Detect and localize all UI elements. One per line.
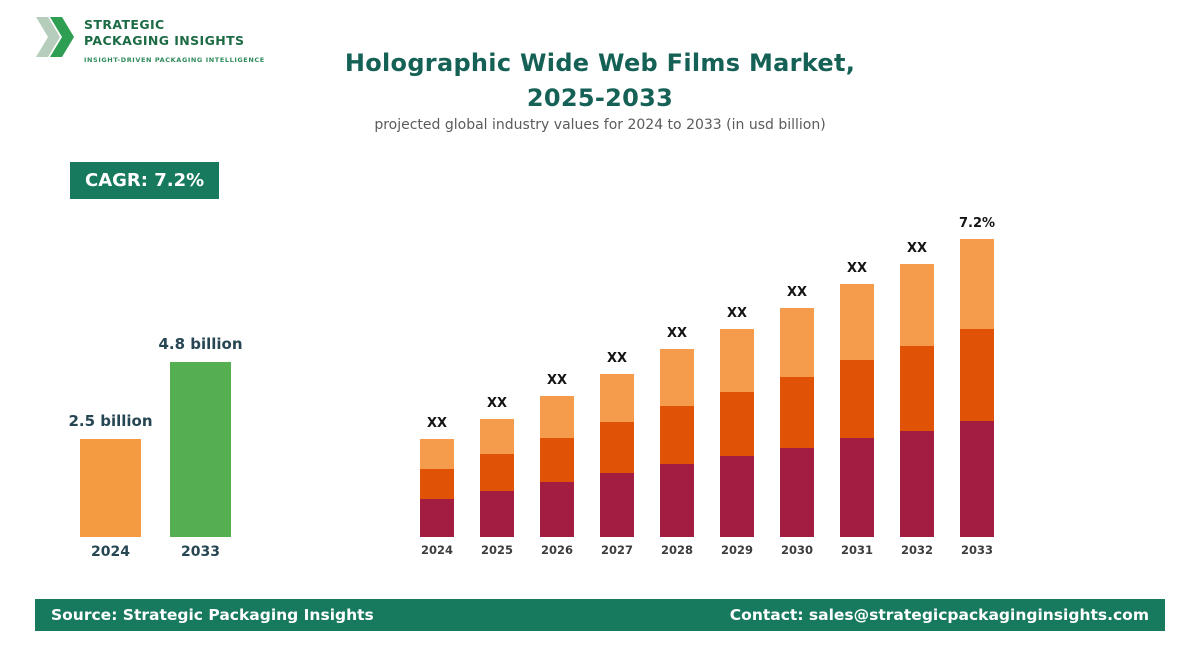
x-axis-label: 2026 bbox=[540, 543, 574, 557]
mini-bar-2024: 2.5 billion 2024 bbox=[68, 412, 152, 560]
bar-segment-top bbox=[660, 349, 694, 406]
mini-bar-2033: 4.8 billion 2033 bbox=[158, 335, 242, 560]
x-axis-label: 2031 bbox=[840, 543, 874, 557]
bar-segment-bottom bbox=[660, 464, 694, 537]
mini-bar-value: 2.5 billion bbox=[68, 412, 153, 430]
stacked-bar-2028: XX 2028 bbox=[660, 326, 694, 557]
mini-bar-value: 4.8 billion bbox=[158, 335, 243, 353]
stacked-bar-2029: XX 2029 bbox=[720, 306, 754, 557]
bar-segment-top bbox=[900, 264, 934, 346]
bar-segment-middle bbox=[780, 377, 814, 448]
x-axis-label: 2033 bbox=[960, 543, 994, 557]
bar-segment-middle bbox=[720, 392, 754, 456]
chart-title-line1: Holographic Wide Web Films Market, bbox=[344, 49, 856, 77]
stacked-bar-2027: XX 2027 bbox=[600, 351, 634, 557]
bar-value-label: XX bbox=[426, 416, 448, 431]
footer-source: Source: Strategic Packaging Insights bbox=[51, 606, 374, 624]
x-axis-label: 2025 bbox=[480, 543, 514, 557]
logo-line1: STRATEGIC bbox=[84, 17, 165, 32]
stacked-bar-2030: XX 2030 bbox=[780, 285, 814, 557]
bar-segment-bottom bbox=[600, 473, 634, 537]
bar-value-label: XX bbox=[846, 261, 868, 276]
stacked-bar-2032: XX 2032 bbox=[900, 241, 934, 557]
bar-value-label: XX bbox=[486, 396, 508, 411]
bar-segment-bottom bbox=[480, 491, 514, 537]
stacked-bar-2026: XX 2026 bbox=[540, 373, 574, 557]
bar-segment-bottom bbox=[960, 421, 994, 537]
bar-segment-bottom bbox=[720, 456, 754, 537]
cagr-badge: CAGR: 7.2% bbox=[70, 162, 220, 199]
bar-value-label: XX bbox=[606, 351, 628, 366]
bar-segment-middle bbox=[840, 360, 874, 438]
chart-title: Holographic Wide Web Films Market, 2025-… bbox=[0, 46, 1200, 116]
bar-segment-middle bbox=[600, 422, 634, 473]
bar-segment-top bbox=[780, 308, 814, 377]
bar-segment-middle bbox=[540, 438, 574, 482]
x-axis-label: 2029 bbox=[720, 543, 754, 557]
bar-segment-middle bbox=[960, 329, 994, 421]
x-axis-label: 2030 bbox=[780, 543, 814, 557]
bar-segment-top bbox=[600, 374, 634, 422]
bar-value-label: XX bbox=[666, 326, 688, 341]
bar-segment-top bbox=[480, 419, 514, 454]
mini-chart: 2.5 billion 2024 4.8 billion 2033 bbox=[68, 300, 250, 560]
bar-value-label: XX bbox=[546, 373, 568, 388]
logo: STRATEGIC PACKAGING INSIGHTS INSIGHT-DRI… bbox=[35, 14, 265, 64]
stacked-bar-2024: XX 2024 bbox=[420, 416, 454, 557]
stacked-bar-2031: XX 2031 bbox=[840, 261, 874, 557]
bar-value-label: 7.2% bbox=[958, 216, 996, 231]
bar-segment-bottom bbox=[900, 431, 934, 537]
footer: Source: Strategic Packaging Insights Con… bbox=[35, 599, 1165, 631]
stacked-bar-2025: XX 2025 bbox=[480, 396, 514, 557]
mini-bar-year: 2033 bbox=[181, 544, 220, 560]
logo-line2: PACKAGING INSIGHTS bbox=[84, 33, 245, 49]
footer-contact: Contact: sales@strategicpackaginginsight… bbox=[729, 606, 1149, 624]
bar-value-label: XX bbox=[726, 306, 748, 321]
stacked-bar-2033: 7.2% 2033 bbox=[959, 216, 995, 557]
bar-segment-middle bbox=[420, 469, 454, 499]
bar-segment-top bbox=[540, 396, 574, 438]
x-axis-label: 2024 bbox=[420, 543, 454, 557]
bar-segment-top bbox=[420, 439, 454, 469]
logo-text: STRATEGIC PACKAGING INSIGHTS INSIGHT-DRI… bbox=[84, 14, 265, 64]
x-axis-label: 2028 bbox=[660, 543, 694, 557]
bar-segment-top bbox=[720, 329, 754, 392]
chart-subtitle: projected global industry values for 202… bbox=[374, 117, 826, 133]
x-axis-label: 2027 bbox=[600, 543, 634, 557]
bar-segment-bottom bbox=[840, 438, 874, 537]
bar-segment-middle bbox=[480, 454, 514, 491]
bar-segment-middle bbox=[660, 406, 694, 464]
logo-tagline: INSIGHT-DRIVEN PACKAGING INTELLIGENCE bbox=[84, 55, 265, 64]
bar-value-label: XX bbox=[906, 241, 928, 256]
bar-segment-bottom bbox=[540, 482, 574, 537]
x-axis-label: 2032 bbox=[900, 543, 934, 557]
logo-chevron-icon bbox=[36, 17, 74, 57]
bar-segment-top bbox=[960, 239, 994, 329]
bar-segment-middle bbox=[900, 346, 934, 431]
main-chart: XX 2024 XX 2025 XX 2026 XX 2027 XX 2028 XX 2029 XX 20… bbox=[420, 200, 995, 557]
chart-title-line2: 2025-2033 bbox=[526, 83, 674, 112]
bar-segment-bottom bbox=[420, 499, 454, 537]
bar-value-label: XX bbox=[786, 285, 808, 300]
mini-bar-year: 2024 bbox=[91, 544, 130, 560]
bar-segment-bottom bbox=[780, 448, 814, 537]
bar-segment-top bbox=[840, 284, 874, 360]
